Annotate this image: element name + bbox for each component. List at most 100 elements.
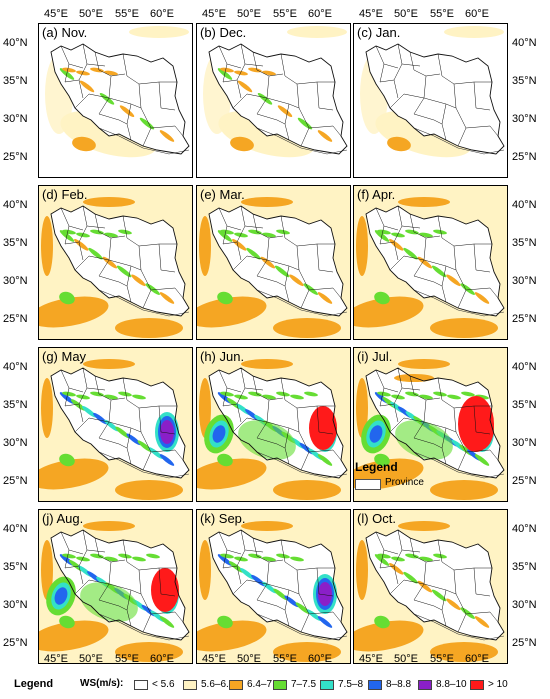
legend-label: 8–8.8 <box>386 679 412 690</box>
lon-label: 45°E <box>202 8 226 20</box>
lon-label: 55°E <box>430 8 454 20</box>
province-swatch <box>355 479 381 490</box>
lat-label: 25°N <box>512 151 537 163</box>
lon-label: 55°E <box>115 653 139 665</box>
panel-title: (l) Oct. <box>357 511 396 526</box>
legend-label: < 5.6 <box>152 679 175 690</box>
legend-bar: Legend WS(m/s): < 5.6 5.6–6.4 6.4–7 7–7.5 7.… <box>0 676 550 696</box>
lat-label: 25°N <box>3 151 28 163</box>
lat-label: 25°N <box>512 475 537 487</box>
lat-label: 30°N <box>512 113 537 125</box>
legend-swatch <box>183 680 197 690</box>
lat-label: 40°N <box>512 37 537 49</box>
lon-label: 60°E <box>150 8 174 20</box>
panel-title: (c) Jan. <box>357 25 401 40</box>
lat-label: 30°N <box>512 437 537 449</box>
lat-label: 25°N <box>512 313 537 325</box>
map-panel-11: (k) Sep. <box>196 509 351 664</box>
legend-swatch <box>368 680 382 690</box>
map-panel-6: (f) Apr. <box>353 185 508 340</box>
panel-title: (k) Sep. <box>200 511 246 526</box>
lat-label: 30°N <box>3 113 28 125</box>
lat-label: 40°N <box>3 361 28 373</box>
lat-label: 30°N <box>512 599 537 611</box>
panel-title: (j) Aug. <box>42 511 84 526</box>
lon-label: 60°E <box>465 8 489 20</box>
lat-label: 35°N <box>3 75 28 87</box>
lon-label: 45°E <box>202 653 226 665</box>
lon-label: 60°E <box>465 653 489 665</box>
lon-label: 55°E <box>430 653 454 665</box>
legend-swatch <box>229 680 243 690</box>
legend-swatch <box>320 680 334 690</box>
lon-label: 50°E <box>237 653 261 665</box>
lat-label: 25°N <box>512 637 537 649</box>
lat-label: 35°N <box>512 75 537 87</box>
lon-label: 55°E <box>273 8 297 20</box>
legend-swatch <box>134 680 148 690</box>
legend-swatch <box>273 680 287 690</box>
lon-label: 50°E <box>237 8 261 20</box>
lat-label: 40°N <box>512 199 537 211</box>
lat-label: 30°N <box>3 599 28 611</box>
legend-label: 6.4–7 <box>247 679 273 690</box>
lat-label: 40°N <box>3 523 28 535</box>
lon-label: 45°E <box>44 653 68 665</box>
lat-label: 40°N <box>3 199 28 211</box>
lat-label: 40°N <box>3 37 28 49</box>
lat-label: 35°N <box>512 399 537 411</box>
lon-label: 60°E <box>308 8 332 20</box>
legend-title: Legend <box>14 678 54 690</box>
legend-label: > 10 <box>488 679 508 690</box>
legend-variable: WS(m/s): <box>80 678 124 689</box>
lat-label: 25°N <box>3 313 28 325</box>
inmap-legend-item: Province <box>385 477 424 488</box>
lat-label: 35°N <box>3 237 28 249</box>
lon-label: 50°E <box>79 8 103 20</box>
lon-label: 60°E <box>150 653 174 665</box>
lat-label: 30°N <box>512 275 537 287</box>
lon-label: 55°E <box>273 653 297 665</box>
lat-label: 35°N <box>3 399 28 411</box>
lon-label: 55°E <box>115 8 139 20</box>
map-panel-9: (i) Jul. <box>353 347 508 502</box>
lon-label: 50°E <box>394 653 418 665</box>
panel-title: (a) Nov. <box>42 25 88 40</box>
lon-label: 45°E <box>44 8 68 20</box>
panel-title: (f) Apr. <box>357 187 396 202</box>
panel-title: (d) Feb. <box>42 187 88 202</box>
map-panel-5: (e) Mar. <box>196 185 351 340</box>
lon-label: 50°E <box>394 8 418 20</box>
map-panel-1: (a) Nov. <box>38 23 193 178</box>
map-panel-10: (j) Aug. <box>38 509 193 664</box>
map-panel-12: (l) Oct. <box>353 509 508 664</box>
lat-label: 35°N <box>512 561 537 573</box>
legend-label: 8.8–10 <box>436 679 467 690</box>
inmap-legend: Legend Province <box>355 460 424 491</box>
lat-label: 40°N <box>512 361 537 373</box>
lat-label: 25°N <box>3 637 28 649</box>
lon-label: 60°E <box>308 653 332 665</box>
lon-label: 45°E <box>359 8 383 20</box>
map-panel-3: (c) Jan. <box>353 23 508 178</box>
legend-swatch <box>470 680 484 690</box>
lat-label: 25°N <box>3 475 28 487</box>
lat-label: 35°N <box>512 237 537 249</box>
map-panel-7: (g) May <box>38 347 193 502</box>
panel-title: (g) May <box>42 349 87 364</box>
lon-label: 50°E <box>79 653 103 665</box>
legend-label: 7–7.5 <box>291 679 317 690</box>
map-panel-4: (d) Feb. <box>38 185 193 340</box>
panel-title: (b) Dec. <box>200 25 247 40</box>
map-panel-2: (b) Dec. <box>196 23 351 178</box>
panel-title: (h) Jun. <box>200 349 245 364</box>
lat-label: 40°N <box>512 523 537 535</box>
legend-label: 7.5–8 <box>338 679 364 690</box>
panel-title: (e) Mar. <box>200 187 245 202</box>
map-panel-8: (h) Jun. <box>196 347 351 502</box>
panel-title: (i) Jul. <box>357 349 393 364</box>
lat-label: 35°N <box>3 561 28 573</box>
lon-label: 45°E <box>359 653 383 665</box>
lat-label: 30°N <box>3 437 28 449</box>
legend-label: 5.6–6.4 <box>201 679 235 690</box>
